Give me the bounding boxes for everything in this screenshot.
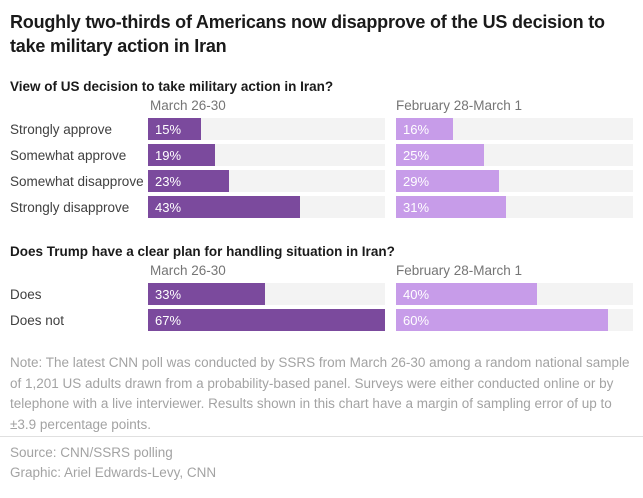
bar-recent-period: 33% bbox=[148, 283, 265, 305]
page-title: Roughly two-thirds of Americans now disa… bbox=[10, 12, 605, 56]
chart-row: Somewhat disapprove 23% 29% bbox=[10, 170, 634, 192]
footer-divider bbox=[0, 436, 643, 437]
bar-value-label: 43% bbox=[155, 199, 182, 215]
bar-track: 15% bbox=[148, 118, 385, 140]
bar-prior-period: 29% bbox=[396, 170, 499, 192]
column-header-recent: March 26-30 bbox=[150, 263, 226, 278]
bar-track: 40% bbox=[396, 283, 633, 305]
source-credit: Source: CNN/SSRS polling bbox=[10, 445, 173, 460]
graphic-credit: Graphic: Ariel Edwards-Levy, CNN bbox=[10, 465, 217, 480]
bar-value-label: 29% bbox=[403, 173, 430, 189]
footer: Source: CNN/SSRS polling Graphic: Ariel … bbox=[10, 443, 634, 483]
category-label: Does bbox=[10, 286, 42, 302]
bar-prior-period: 60% bbox=[396, 309, 609, 331]
bar-value-label: 16% bbox=[403, 121, 430, 137]
bar-value-label: 25% bbox=[403, 147, 430, 163]
column-header-prior: February 28-March 1 bbox=[396, 263, 523, 278]
chart-rows: Strongly approve 15% 16% Somewhat approve 19… bbox=[10, 118, 634, 218]
bar-value-label: 33% bbox=[155, 286, 182, 302]
bar-track: 31% bbox=[396, 196, 633, 218]
category-label: Does not bbox=[10, 312, 65, 328]
bar-prior-period: 40% bbox=[396, 283, 538, 305]
bar-value-label: 67% bbox=[155, 312, 182, 328]
category-label: Somewhat disapprove bbox=[10, 173, 144, 189]
bar-track: 43% bbox=[148, 196, 385, 218]
bar-track: 67% bbox=[148, 309, 385, 331]
bar-value-label: 40% bbox=[403, 286, 430, 302]
chart-question-title: View of US decision to take military act… bbox=[10, 79, 334, 94]
bar-prior-period: 25% bbox=[396, 144, 485, 166]
bar-recent-period: 19% bbox=[148, 144, 216, 166]
column-headers: March 26-30 February 28-March 1 bbox=[10, 98, 634, 114]
bar-value-label: 60% bbox=[403, 312, 430, 328]
bar-prior-period: 31% bbox=[396, 196, 506, 218]
bar-recent-period: 67% bbox=[148, 309, 385, 331]
category-label: Strongly disapprove bbox=[10, 199, 130, 215]
chart-section-view-decision: View of US decision to take military act… bbox=[10, 78, 634, 218]
bar-track: 29% bbox=[396, 170, 633, 192]
chart-row: Does not 67% 60% bbox=[10, 309, 634, 331]
bar-track: 25% bbox=[396, 144, 633, 166]
chart-row: Strongly approve 15% 16% bbox=[10, 118, 634, 140]
bar-value-label: 31% bbox=[403, 199, 430, 215]
column-header-recent: March 26-30 bbox=[150, 98, 226, 113]
chart-row: Strongly disapprove 43% 31% bbox=[10, 196, 634, 218]
bar-value-label: 15% bbox=[155, 121, 182, 137]
bar-track: 19% bbox=[148, 144, 385, 166]
bar-track: 16% bbox=[396, 118, 633, 140]
category-label: Strongly approve bbox=[10, 121, 113, 137]
bar-prior-period: 16% bbox=[396, 118, 453, 140]
column-headers: March 26-30 February 28-March 1 bbox=[10, 263, 634, 279]
bar-recent-period: 23% bbox=[148, 170, 230, 192]
bar-track: 23% bbox=[148, 170, 385, 192]
bar-track: 60% bbox=[396, 309, 633, 331]
chart-row: Somewhat approve 19% 25% bbox=[10, 144, 634, 166]
bar-recent-period: 15% bbox=[148, 118, 202, 140]
column-header-prior: February 28-March 1 bbox=[396, 98, 523, 113]
chart-row: Does 33% 40% bbox=[10, 283, 634, 305]
bar-value-label: 19% bbox=[155, 147, 182, 163]
chart-rows: Does 33% 40% Does not 67% 60% bbox=[10, 283, 634, 331]
chart-question-title: Does Trump have a clear plan for handlin… bbox=[10, 244, 395, 259]
note-text: Note: The latest CNN poll was conducted … bbox=[10, 355, 630, 432]
bar-value-label: 23% bbox=[155, 173, 182, 189]
bar-recent-period: 43% bbox=[148, 196, 301, 218]
chart-section-clear-plan: Does Trump have a clear plan for handlin… bbox=[10, 243, 634, 331]
bar-track: 33% bbox=[148, 283, 385, 305]
category-label: Somewhat approve bbox=[10, 147, 127, 163]
